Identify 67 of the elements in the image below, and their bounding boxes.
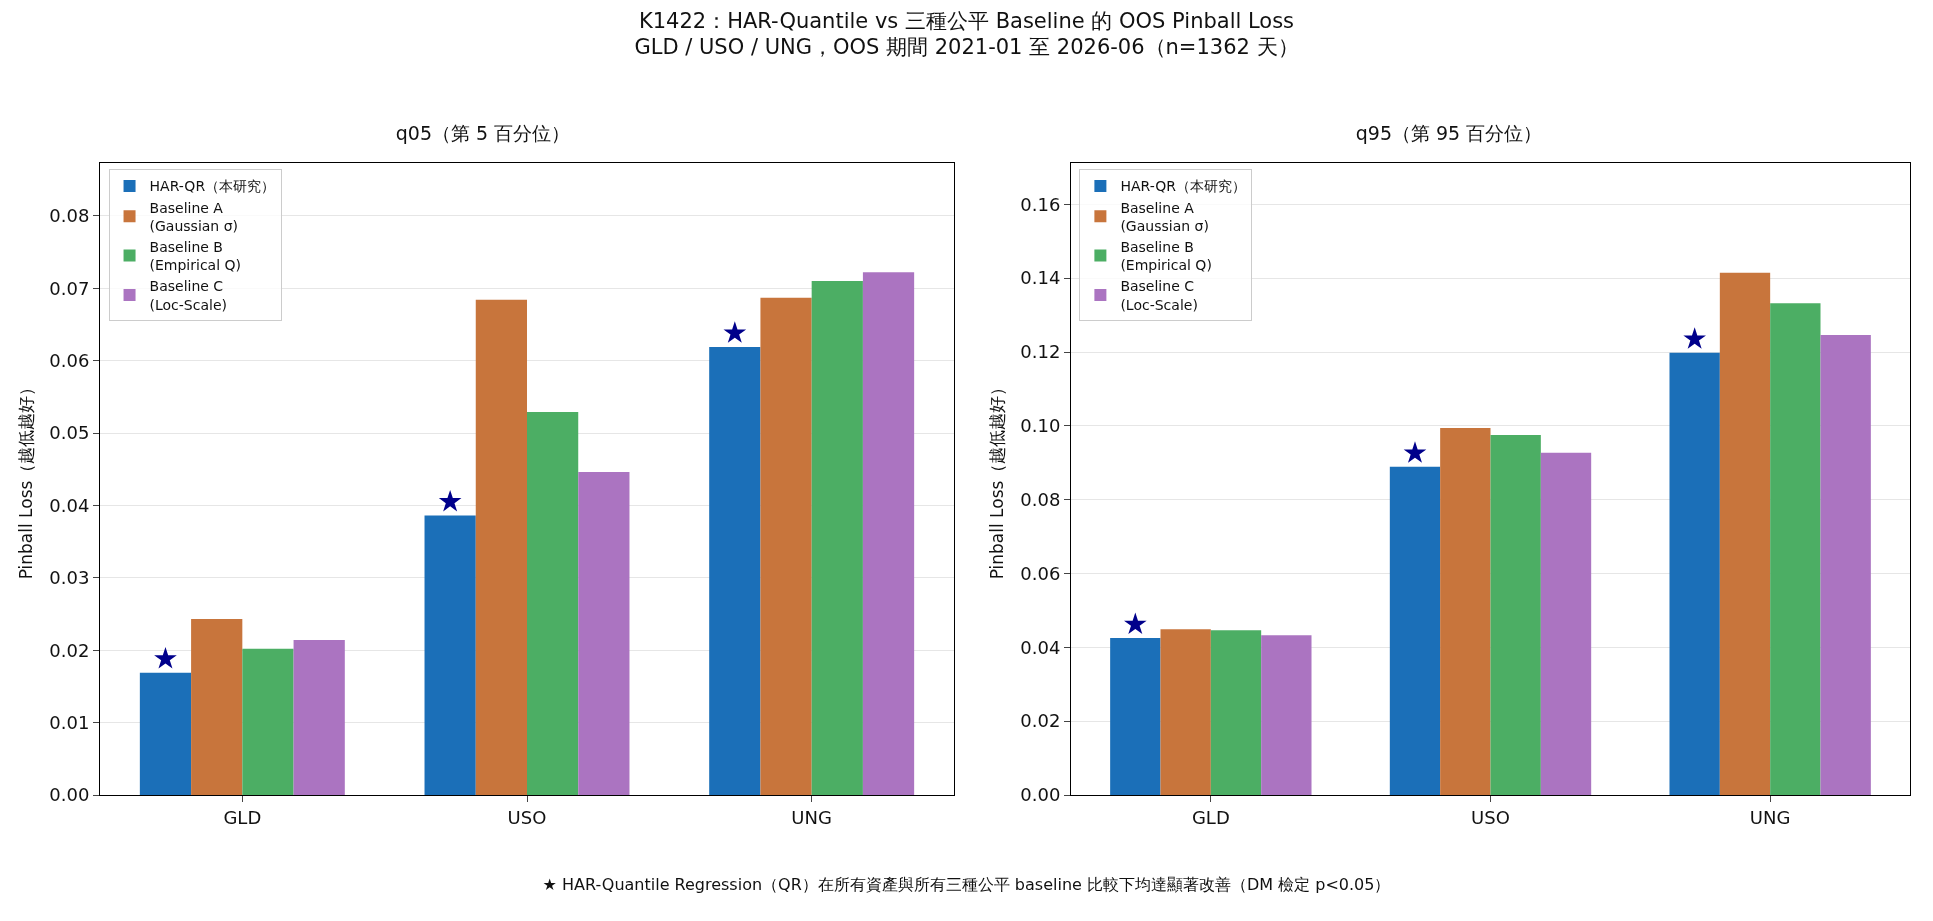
y-tick-label: 0.02 xyxy=(49,639,90,661)
bar xyxy=(578,472,630,795)
y-tick-label: 0.06 xyxy=(49,349,90,371)
bar xyxy=(1820,335,1871,795)
bar xyxy=(811,281,863,795)
bar xyxy=(1490,435,1541,795)
bar xyxy=(1110,638,1161,795)
bar xyxy=(1261,635,1312,795)
legend-label: Baseline C (Loc-Scale) xyxy=(149,278,228,313)
bar xyxy=(1540,452,1592,795)
chart-title: q05（第 5 百分位） xyxy=(395,121,571,144)
bar xyxy=(242,648,294,795)
y-tick-label: 0.02 xyxy=(1020,710,1061,732)
bar xyxy=(527,412,579,795)
y-tick-label: 0.04 xyxy=(1020,636,1061,658)
y-axis-title: Pinball Loss（越低越好） xyxy=(986,378,1007,580)
y-tick-label: 0.04 xyxy=(49,494,90,516)
x-tick-label: UNG xyxy=(1749,806,1791,828)
bar xyxy=(1440,428,1491,795)
legend-label: Baseline A (Gaussian σ) xyxy=(1120,199,1209,234)
legend-label: HAR-QR（本研究） xyxy=(1120,178,1246,195)
point xyxy=(1124,612,1147,635)
bar xyxy=(1719,272,1771,795)
point xyxy=(1683,327,1706,349)
y-tick-label: 0.03 xyxy=(49,567,90,589)
x-tick-label: USO xyxy=(1471,806,1510,828)
bar xyxy=(709,346,761,795)
bar xyxy=(424,515,476,795)
y-tick-label: 0.12 xyxy=(1020,341,1061,363)
y-tick-label: 0.08 xyxy=(49,205,90,227)
y-tick-label: 0.07 xyxy=(49,277,90,299)
y-axis-title: Pinball Loss（越低越好） xyxy=(15,378,36,580)
y-tick-label: 0.16 xyxy=(1020,193,1061,215)
y-tick-label: 0.00 xyxy=(1020,784,1061,806)
point xyxy=(154,647,177,669)
point xyxy=(723,321,747,343)
bar xyxy=(293,640,345,795)
bar xyxy=(139,672,192,795)
y-tick-label: 0.14 xyxy=(1020,267,1061,289)
bar xyxy=(1770,303,1821,795)
bar xyxy=(475,299,527,795)
point xyxy=(438,489,462,512)
bar xyxy=(862,272,915,795)
text: K1422：HAR-Quantile vs 三種公平 Baseline 的 OOS Pinball Loss GLD / USO / UNG，OOS 期間 2021-01 至 2026-06（n=1362 天） xyxy=(633,8,1300,60)
y-tick-label: 0.01 xyxy=(49,711,90,733)
x-tick-label: GLD xyxy=(1191,806,1230,828)
x-tick-label: UNG xyxy=(791,806,832,828)
legend-label: HAR-QR（本研究） xyxy=(149,178,276,195)
bar xyxy=(760,297,812,795)
point xyxy=(1403,441,1427,463)
legend-label: Baseline A (Gaussian σ) xyxy=(149,199,239,234)
y-tick-label: 0.05 xyxy=(49,422,90,444)
text: ★ HAR-Quantile Regression（QR）在所有資產與所有三種公平 baseline 比較下均達顯著改善（DM 檢定 p<0.05） xyxy=(541,875,1392,896)
x-tick-label: USO xyxy=(507,806,547,828)
chart-title: q95（第 95 百分位） xyxy=(1355,121,1543,144)
bar xyxy=(1160,629,1211,795)
legend-label: Baseline B (Empirical Q) xyxy=(149,238,242,274)
y-tick-label: 0.10 xyxy=(1020,415,1061,437)
legend-label: Baseline C (Loc-Scale) xyxy=(1120,278,1198,313)
bar xyxy=(1210,630,1262,795)
bar xyxy=(191,619,243,795)
bar xyxy=(1389,466,1441,795)
bar xyxy=(1669,352,1720,795)
x-tick-label: GLD xyxy=(223,806,262,828)
legend-label: Baseline B (Empirical Q) xyxy=(1120,238,1212,274)
y-tick-label: 0.06 xyxy=(1020,562,1061,584)
y-tick-label: 0.08 xyxy=(1020,488,1061,510)
